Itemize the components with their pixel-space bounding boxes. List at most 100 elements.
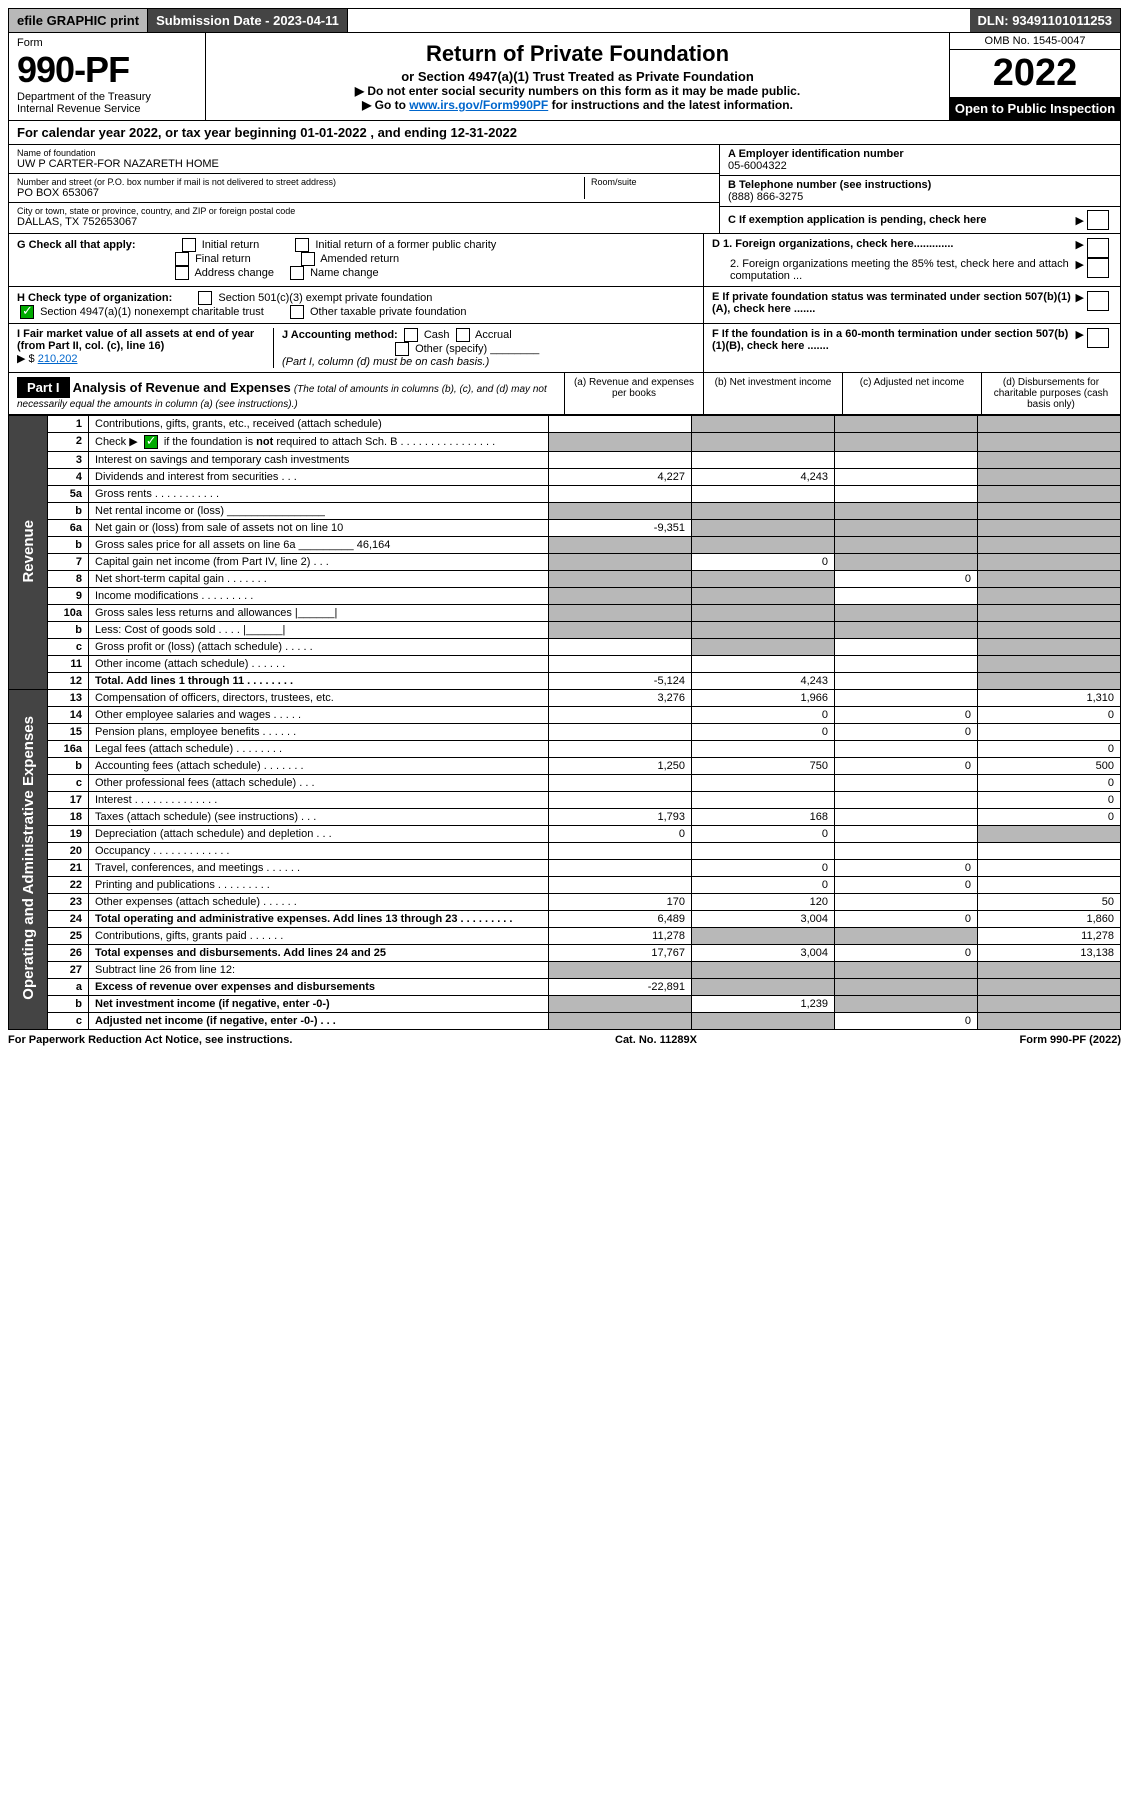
row-number: b xyxy=(48,622,89,639)
table-row: cAdjusted net income (if negative, enter… xyxy=(9,1013,1121,1030)
row-number: 4 xyxy=(48,469,89,486)
cell-c: 0 xyxy=(835,945,978,962)
header-left: Form 990-PF Department of the Treasury I… xyxy=(9,33,206,120)
col-b-header: (b) Net investment income xyxy=(703,373,842,414)
table-row: 18Taxes (attach schedule) (see instructi… xyxy=(9,809,1121,826)
cell-a xyxy=(549,433,692,452)
cell-d: 0 xyxy=(978,741,1121,758)
row-number: 24 xyxy=(48,911,89,928)
table-row: 8Net short-term capital gain . . . . . .… xyxy=(9,571,1121,588)
cell-b xyxy=(692,622,835,639)
c-checkbox[interactable] xyxy=(1087,210,1109,230)
row-desc: Depreciation (attach schedule) and deple… xyxy=(89,826,549,843)
h-other-checkbox[interactable] xyxy=(290,305,304,319)
cell-c: 0 xyxy=(835,911,978,928)
g-initial-checkbox[interactable] xyxy=(182,238,196,252)
row-desc: Adjusted net income (if negative, enter … xyxy=(89,1013,549,1030)
part1-header-row: Part I Analysis of Revenue and Expenses … xyxy=(8,373,1121,415)
j-other-checkbox[interactable] xyxy=(395,342,409,356)
h-4947-checkbox[interactable] xyxy=(20,305,34,319)
cell-c: 0 xyxy=(835,758,978,775)
cell-a xyxy=(549,503,692,520)
cell-d: 0 xyxy=(978,809,1121,826)
header-right: OMB No. 1545-0047 2022 Open to Public In… xyxy=(949,33,1120,120)
cell-a xyxy=(549,996,692,1013)
cell-b xyxy=(692,452,835,469)
table-row: 25Contributions, gifts, grants paid . . … xyxy=(9,928,1121,945)
fmv-link[interactable]: 210,202 xyxy=(38,353,78,365)
row-desc: Capital gain net income (from Part IV, l… xyxy=(89,554,549,571)
row-desc: Total expenses and disbursements. Add li… xyxy=(89,945,549,962)
row-number: 1 xyxy=(48,416,89,433)
row-number: 6a xyxy=(48,520,89,537)
cell-c xyxy=(835,792,978,809)
cell-a: -22,891 xyxy=(549,979,692,996)
table-row: 14Other employee salaries and wages . . … xyxy=(9,707,1121,724)
row-desc: Gross rents . . . . . . . . . . . xyxy=(89,486,549,503)
cell-c xyxy=(835,537,978,554)
row-desc: Gross sales less returns and allowances … xyxy=(89,605,549,622)
row-desc: Net rental income or (loss) ____________… xyxy=(89,503,549,520)
table-row: 23Other expenses (attach schedule) . . .… xyxy=(9,894,1121,911)
cell-c xyxy=(835,656,978,673)
ein-cell: A Employer identification number 05-6004… xyxy=(720,145,1120,176)
g-initial-former-checkbox[interactable] xyxy=(295,238,309,252)
cell-d xyxy=(978,571,1121,588)
row-desc: Other employee salaries and wages . . . … xyxy=(89,707,549,724)
row-number: b xyxy=(48,503,89,520)
h-501-checkbox[interactable] xyxy=(198,291,212,305)
cell-d xyxy=(978,503,1121,520)
cell-d xyxy=(978,588,1121,605)
form-label: Form xyxy=(17,37,197,49)
g-address-checkbox[interactable] xyxy=(175,266,189,280)
g-final-checkbox[interactable] xyxy=(175,252,189,266)
cell-b: 168 xyxy=(692,809,835,826)
row-desc: Other expenses (attach schedule) . . . .… xyxy=(89,894,549,911)
d1-checkbox[interactable] xyxy=(1087,238,1109,258)
row-number: b xyxy=(48,758,89,775)
row-desc: Check ▶ if the foundation is not require… xyxy=(89,433,549,452)
form-number: 990-PF xyxy=(17,49,197,91)
cell-d xyxy=(978,554,1121,571)
row-desc: Occupancy . . . . . . . . . . . . . xyxy=(89,843,549,860)
j-accrual-checkbox[interactable] xyxy=(456,328,470,342)
cell-c xyxy=(835,503,978,520)
d2-checkbox[interactable] xyxy=(1087,258,1109,278)
cell-c xyxy=(835,928,978,945)
cell-c xyxy=(835,894,978,911)
row-number: 22 xyxy=(48,877,89,894)
cell-d xyxy=(978,673,1121,690)
table-row: 11Other income (attach schedule) . . . .… xyxy=(9,656,1121,673)
cell-d xyxy=(978,520,1121,537)
irs: Internal Revenue Service xyxy=(17,103,197,115)
j-cash-checkbox[interactable] xyxy=(404,328,418,342)
schb-checkbox[interactable] xyxy=(144,435,158,449)
table-row: bGross sales price for all assets on lin… xyxy=(9,537,1121,554)
row-number: 15 xyxy=(48,724,89,741)
irs-link[interactable]: www.irs.gov/Form990PF xyxy=(409,98,548,112)
table-row: bNet rental income or (loss) ___________… xyxy=(9,503,1121,520)
cell-b xyxy=(692,962,835,979)
cell-c: 0 xyxy=(835,860,978,877)
g-name-checkbox[interactable] xyxy=(290,266,304,280)
cell-d: 50 xyxy=(978,894,1121,911)
cell-d xyxy=(978,656,1121,673)
row-number: 9 xyxy=(48,588,89,605)
e-checkbox[interactable] xyxy=(1087,291,1109,311)
g-amended-checkbox[interactable] xyxy=(301,252,315,266)
cell-b: 750 xyxy=(692,758,835,775)
cell-c: 0 xyxy=(835,707,978,724)
row-desc: Compensation of officers, directors, tru… xyxy=(89,690,549,707)
row-desc: Interest on savings and temporary cash i… xyxy=(89,452,549,469)
table-row: 24Total operating and administrative exp… xyxy=(9,911,1121,928)
form-title: Return of Private Foundation xyxy=(212,41,943,67)
f-checkbox[interactable] xyxy=(1087,328,1109,348)
tax-year: 2022 xyxy=(950,50,1120,97)
cell-b xyxy=(692,588,835,605)
row-desc: Accounting fees (attach schedule) . . . … xyxy=(89,758,549,775)
cell-a xyxy=(549,537,692,554)
cell-c xyxy=(835,741,978,758)
cell-b: 0 xyxy=(692,724,835,741)
table-row: 26Total expenses and disbursements. Add … xyxy=(9,945,1121,962)
side-expenses: Operating and Administrative Expenses xyxy=(9,690,48,1030)
